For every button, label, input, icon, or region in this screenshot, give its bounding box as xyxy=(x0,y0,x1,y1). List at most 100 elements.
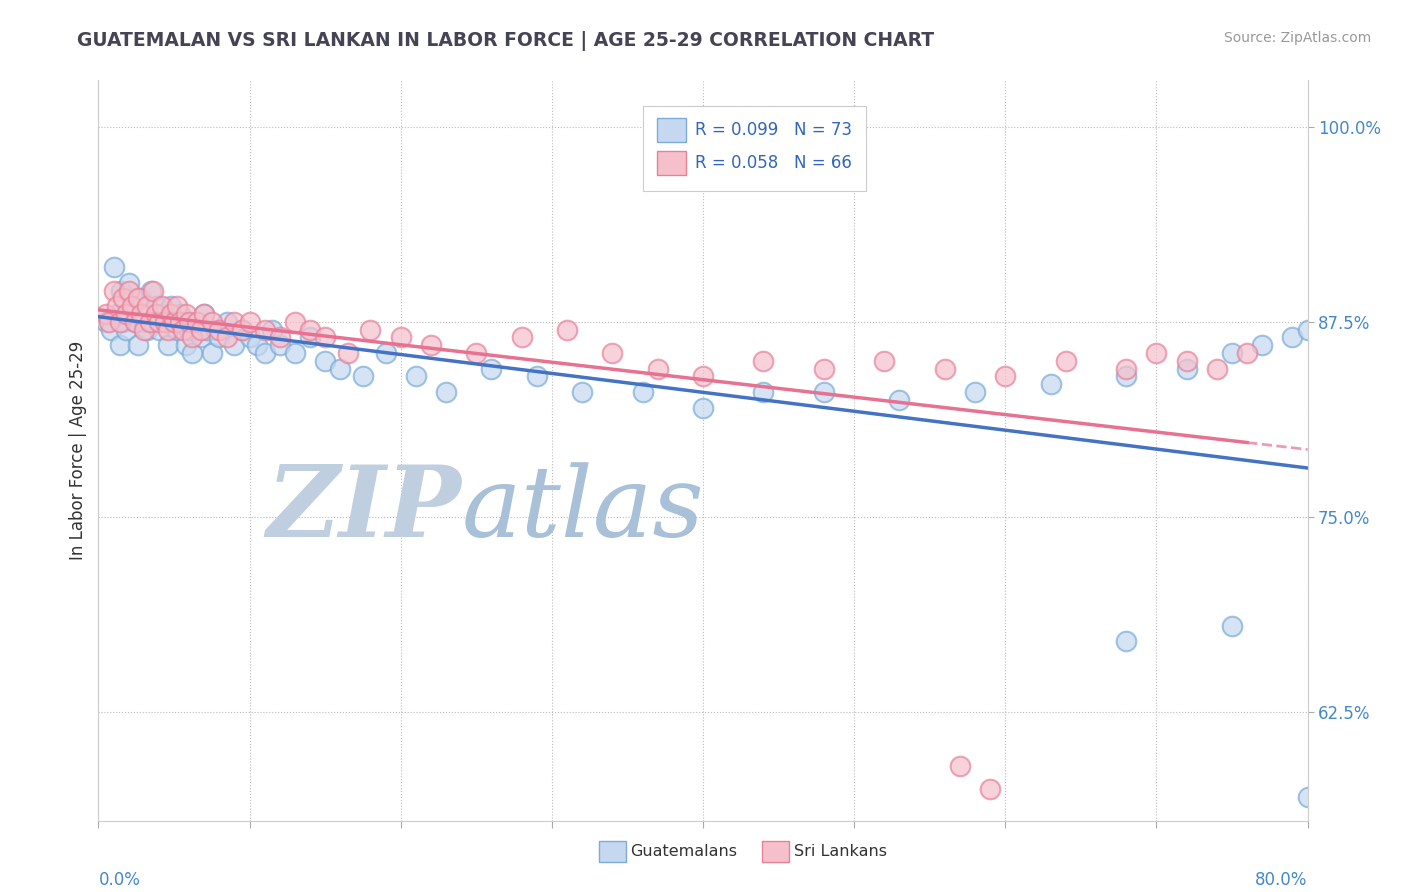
Point xyxy=(481,361,503,376)
Point xyxy=(111,315,134,329)
Text: GUATEMALAN VS SRI LANKAN IN LABOR FORCE | AGE 25-29 CORRELATION CHART: GUATEMALAN VS SRI LANKAN IN LABOR FORCE … xyxy=(77,31,935,51)
Point xyxy=(125,315,148,329)
Point xyxy=(1115,634,1137,648)
FancyBboxPatch shape xyxy=(762,841,789,862)
Point xyxy=(145,307,167,321)
Point xyxy=(329,361,352,376)
Point xyxy=(299,323,322,337)
Point xyxy=(179,315,201,329)
Point xyxy=(389,330,412,344)
Point xyxy=(934,361,956,376)
Point xyxy=(405,369,427,384)
Point xyxy=(129,292,152,306)
Point xyxy=(121,299,143,313)
Point xyxy=(253,346,276,360)
Point xyxy=(108,315,131,329)
Point xyxy=(172,315,194,329)
Point xyxy=(526,369,548,384)
Point xyxy=(1281,330,1303,344)
Point xyxy=(979,782,1001,797)
FancyBboxPatch shape xyxy=(643,106,866,191)
Point xyxy=(253,323,276,337)
Point xyxy=(949,759,972,773)
Point xyxy=(174,338,197,352)
Point xyxy=(692,401,714,415)
FancyBboxPatch shape xyxy=(599,841,626,862)
Point xyxy=(163,315,186,329)
Point xyxy=(114,323,136,337)
Point xyxy=(103,260,125,275)
Point xyxy=(132,323,155,337)
Point xyxy=(1144,346,1167,360)
Point xyxy=(1039,377,1062,392)
Point xyxy=(224,338,246,352)
Point xyxy=(186,315,208,329)
Text: Guatemalans: Guatemalans xyxy=(630,844,738,859)
Point xyxy=(889,392,911,407)
Point xyxy=(224,315,246,329)
Point xyxy=(153,315,176,329)
Point xyxy=(360,323,382,337)
Point xyxy=(1054,354,1077,368)
Point xyxy=(174,307,197,321)
Point xyxy=(1296,790,1319,805)
Point xyxy=(181,330,204,344)
Point xyxy=(142,284,165,298)
Point xyxy=(124,315,146,329)
Point xyxy=(110,284,132,298)
Point xyxy=(150,307,173,321)
Point xyxy=(1175,354,1198,368)
Text: 0.0%: 0.0% xyxy=(98,871,141,888)
Point xyxy=(1236,346,1258,360)
Point xyxy=(127,292,149,306)
Point xyxy=(153,315,176,329)
Point xyxy=(1175,361,1198,376)
Point xyxy=(201,315,224,329)
Point xyxy=(118,284,141,298)
FancyBboxPatch shape xyxy=(657,152,686,175)
Point xyxy=(121,299,143,313)
Point xyxy=(262,323,284,337)
Point xyxy=(169,307,191,321)
Point xyxy=(108,338,131,352)
Point xyxy=(465,346,488,360)
Point xyxy=(1220,346,1243,360)
Point xyxy=(94,307,117,321)
Point xyxy=(1206,361,1229,376)
Point xyxy=(205,323,228,337)
Point xyxy=(231,323,253,337)
Point xyxy=(692,369,714,384)
Point xyxy=(602,346,624,360)
Point xyxy=(193,307,215,321)
Point xyxy=(190,323,212,337)
Point xyxy=(186,315,208,329)
Point xyxy=(114,307,136,321)
Point xyxy=(994,369,1017,384)
Point xyxy=(148,323,170,337)
Point xyxy=(752,354,775,368)
Point xyxy=(239,315,262,329)
Point xyxy=(166,299,188,313)
Point xyxy=(269,330,291,344)
Point xyxy=(160,307,183,321)
Text: Sri Lankans: Sri Lankans xyxy=(794,844,887,859)
Point xyxy=(160,299,183,313)
Point xyxy=(94,315,117,329)
Point xyxy=(163,315,186,329)
Point xyxy=(111,292,134,306)
Point xyxy=(1251,338,1274,352)
Point xyxy=(1115,361,1137,376)
Point xyxy=(135,299,157,313)
Point xyxy=(555,323,578,337)
Point xyxy=(314,330,336,344)
Point xyxy=(132,315,155,329)
Point xyxy=(813,384,835,399)
Point xyxy=(813,361,835,376)
Point xyxy=(98,315,121,329)
Point xyxy=(166,323,188,337)
Point xyxy=(1115,369,1137,384)
Point xyxy=(105,299,128,313)
Point xyxy=(1296,323,1319,337)
Point xyxy=(141,284,163,298)
Point xyxy=(269,338,291,352)
